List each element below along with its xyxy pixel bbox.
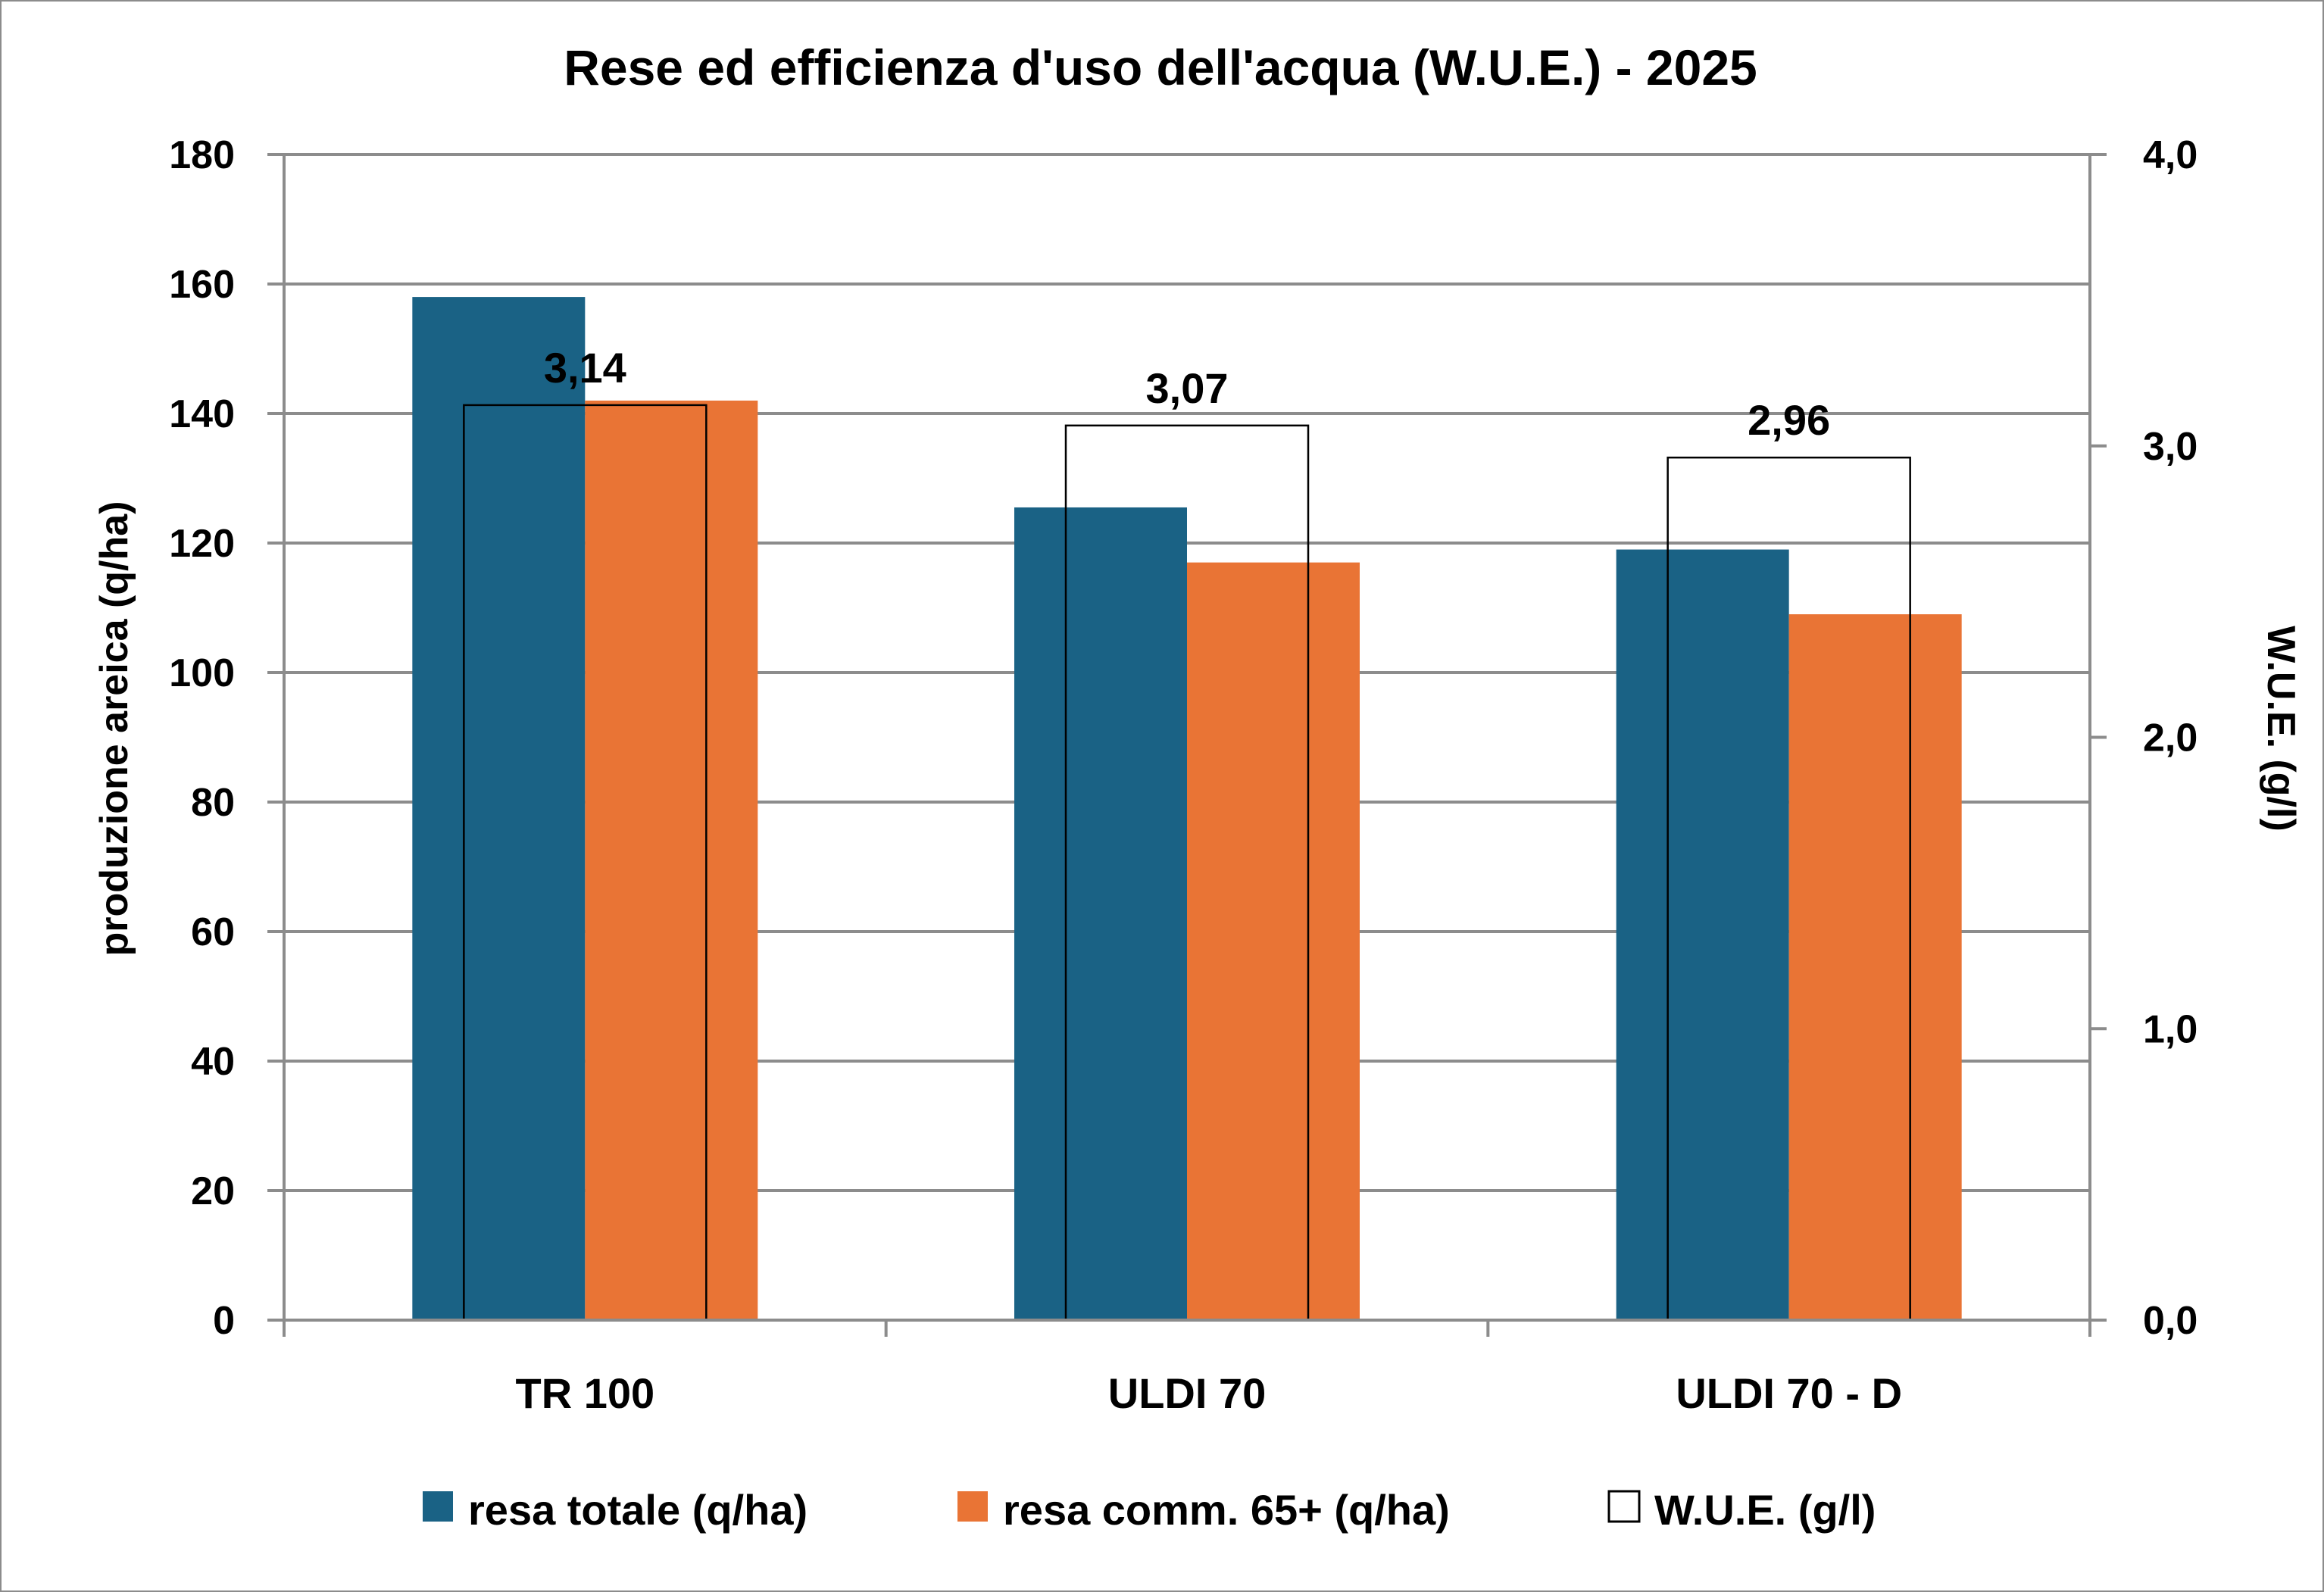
y2-tick-label: 1,0 (2143, 1007, 2197, 1051)
x-tick-label: TR 100 (516, 1369, 655, 1417)
y-axis-title: produzione areica (q/ha) (92, 501, 136, 957)
bar-resa-totale (1616, 549, 1789, 1320)
bar-resa-totale (1014, 507, 1187, 1320)
legend-swatch-resa-totale (423, 1491, 453, 1522)
y-tick-label: 140 (169, 392, 235, 436)
data-label-wue: 2,96 (1748, 396, 1830, 444)
y-tick-label: 80 (191, 781, 235, 825)
y2-axis-title: W.U.E. (g/l) (2259, 626, 2303, 832)
x-tick-label: ULDI 70 (1108, 1369, 1267, 1417)
legend-label: resa totale (q/ha) (468, 1486, 807, 1534)
y-tick-label: 160 (169, 263, 235, 307)
y-tick-label: 100 (169, 651, 235, 695)
bar-resa-comm (1187, 562, 1360, 1320)
y-tick-label: 0 (213, 1299, 235, 1343)
x-tick-label: ULDI 70 - D (1676, 1369, 1902, 1417)
data-label-wue: 3,07 (1146, 364, 1229, 412)
y2-tick-label: 2,0 (2143, 716, 2197, 760)
legend-label: resa comm. 65+ (q/ha) (1003, 1486, 1450, 1534)
bar-resa-comm (585, 400, 758, 1320)
y-tick-label: 20 (191, 1169, 235, 1213)
data-label-wue: 3,14 (544, 344, 626, 392)
bars: 3,14 3,07 2,96 (412, 297, 1962, 1322)
y-tick-label: 40 (191, 1040, 235, 1084)
legend-swatch-resa-comm (957, 1491, 988, 1522)
y-tick-label: 120 (169, 522, 235, 566)
bar-resa-totale (412, 297, 586, 1321)
legend: resa totale (q/ha) resa comm. 65+ (q/ha) W… (423, 1486, 1876, 1534)
axes: 0 20 40 60 80 100 120 140 160 180 0,0 1,0 2,0 3,0 4,0 T… (169, 133, 2197, 1417)
y2-tick-label: 0,0 (2143, 1299, 2197, 1343)
y-tick-label: 180 (169, 133, 235, 177)
y2-tick-label: 3,0 (2143, 425, 2197, 469)
y2-tick-label: 4,0 (2143, 133, 2197, 177)
legend-swatch-wue (1607, 1490, 1641, 1523)
y-tick-label: 60 (191, 910, 235, 954)
bar-resa-comm (1788, 614, 1962, 1320)
legend-label: W.U.E. (g/l) (1654, 1486, 1876, 1534)
chart-title: Rese ed efficienza d'uso dell'acqua (W.U… (564, 39, 1757, 95)
